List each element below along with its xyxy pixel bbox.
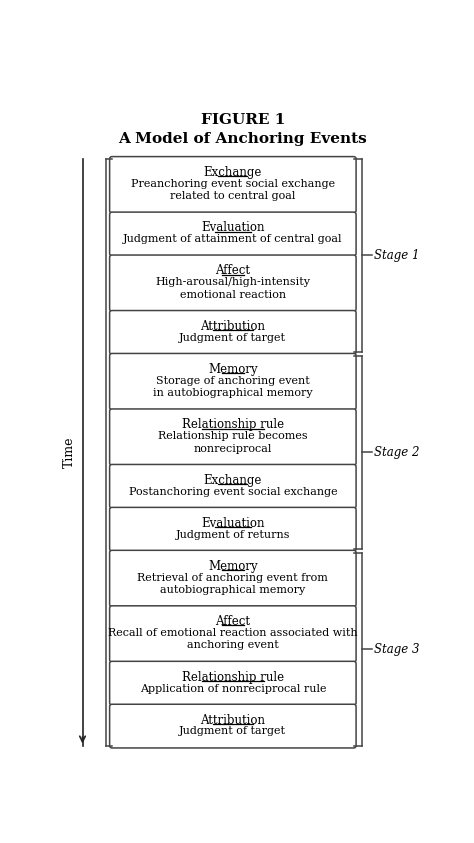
FancyBboxPatch shape bbox=[109, 409, 356, 465]
Text: Affect: Affect bbox=[215, 265, 250, 277]
Text: Retrieval of anchoring event from
autobiographical memory: Retrieval of anchoring event from autobi… bbox=[137, 572, 328, 595]
Text: FIGURE 1: FIGURE 1 bbox=[201, 113, 285, 126]
Text: Time: Time bbox=[63, 437, 76, 468]
Text: Evaluation: Evaluation bbox=[201, 517, 264, 529]
Text: Stage 2: Stage 2 bbox=[374, 446, 419, 459]
Text: Application of nonreciprocal rule: Application of nonreciprocal rule bbox=[140, 684, 326, 694]
FancyBboxPatch shape bbox=[109, 507, 356, 551]
Text: Affect: Affect bbox=[215, 615, 250, 628]
FancyBboxPatch shape bbox=[109, 606, 356, 662]
Text: Stage 1: Stage 1 bbox=[374, 249, 419, 262]
Text: Preanchoring event social exchange
related to central goal: Preanchoring event social exchange relat… bbox=[131, 179, 335, 201]
Text: Exchange: Exchange bbox=[204, 474, 262, 486]
Text: Judgment of attainment of central goal: Judgment of attainment of central goal bbox=[123, 234, 343, 244]
Text: Relationship rule: Relationship rule bbox=[182, 418, 284, 432]
FancyBboxPatch shape bbox=[109, 550, 356, 607]
Text: Memory: Memory bbox=[208, 560, 258, 572]
Text: Judgment of target: Judgment of target bbox=[179, 333, 286, 343]
Text: Attribution: Attribution bbox=[201, 713, 265, 727]
Text: Storage of anchoring event
in autobiographical memory: Storage of anchoring event in autobiogra… bbox=[153, 376, 313, 398]
Text: Stage 3: Stage 3 bbox=[374, 642, 419, 656]
Text: Recall of emotional reaction associated with
anchoring event: Recall of emotional reaction associated … bbox=[108, 628, 358, 651]
Text: Relationship rule: Relationship rule bbox=[182, 670, 284, 684]
Text: A Model of Anchoring Events: A Model of Anchoring Events bbox=[118, 132, 367, 146]
FancyBboxPatch shape bbox=[109, 310, 356, 354]
Text: Relationship rule becomes
nonreciprocal: Relationship rule becomes nonreciprocal bbox=[158, 431, 308, 454]
FancyBboxPatch shape bbox=[109, 464, 356, 508]
Text: Judgment of returns: Judgment of returns bbox=[175, 529, 290, 540]
FancyBboxPatch shape bbox=[109, 353, 356, 410]
FancyBboxPatch shape bbox=[109, 704, 356, 748]
FancyBboxPatch shape bbox=[109, 255, 356, 311]
Text: High-arousal/high-intensity
emotional reaction: High-arousal/high-intensity emotional re… bbox=[155, 277, 310, 299]
Text: Memory: Memory bbox=[208, 362, 258, 376]
FancyBboxPatch shape bbox=[109, 661, 356, 705]
FancyBboxPatch shape bbox=[109, 157, 356, 213]
Text: Judgment of target: Judgment of target bbox=[179, 727, 286, 737]
Text: Attribution: Attribution bbox=[201, 319, 265, 333]
Text: Evaluation: Evaluation bbox=[201, 222, 264, 234]
FancyBboxPatch shape bbox=[109, 212, 356, 255]
Text: Exchange: Exchange bbox=[204, 166, 262, 179]
Text: Postanchoring event social exchange: Postanchoring event social exchange bbox=[128, 486, 337, 497]
